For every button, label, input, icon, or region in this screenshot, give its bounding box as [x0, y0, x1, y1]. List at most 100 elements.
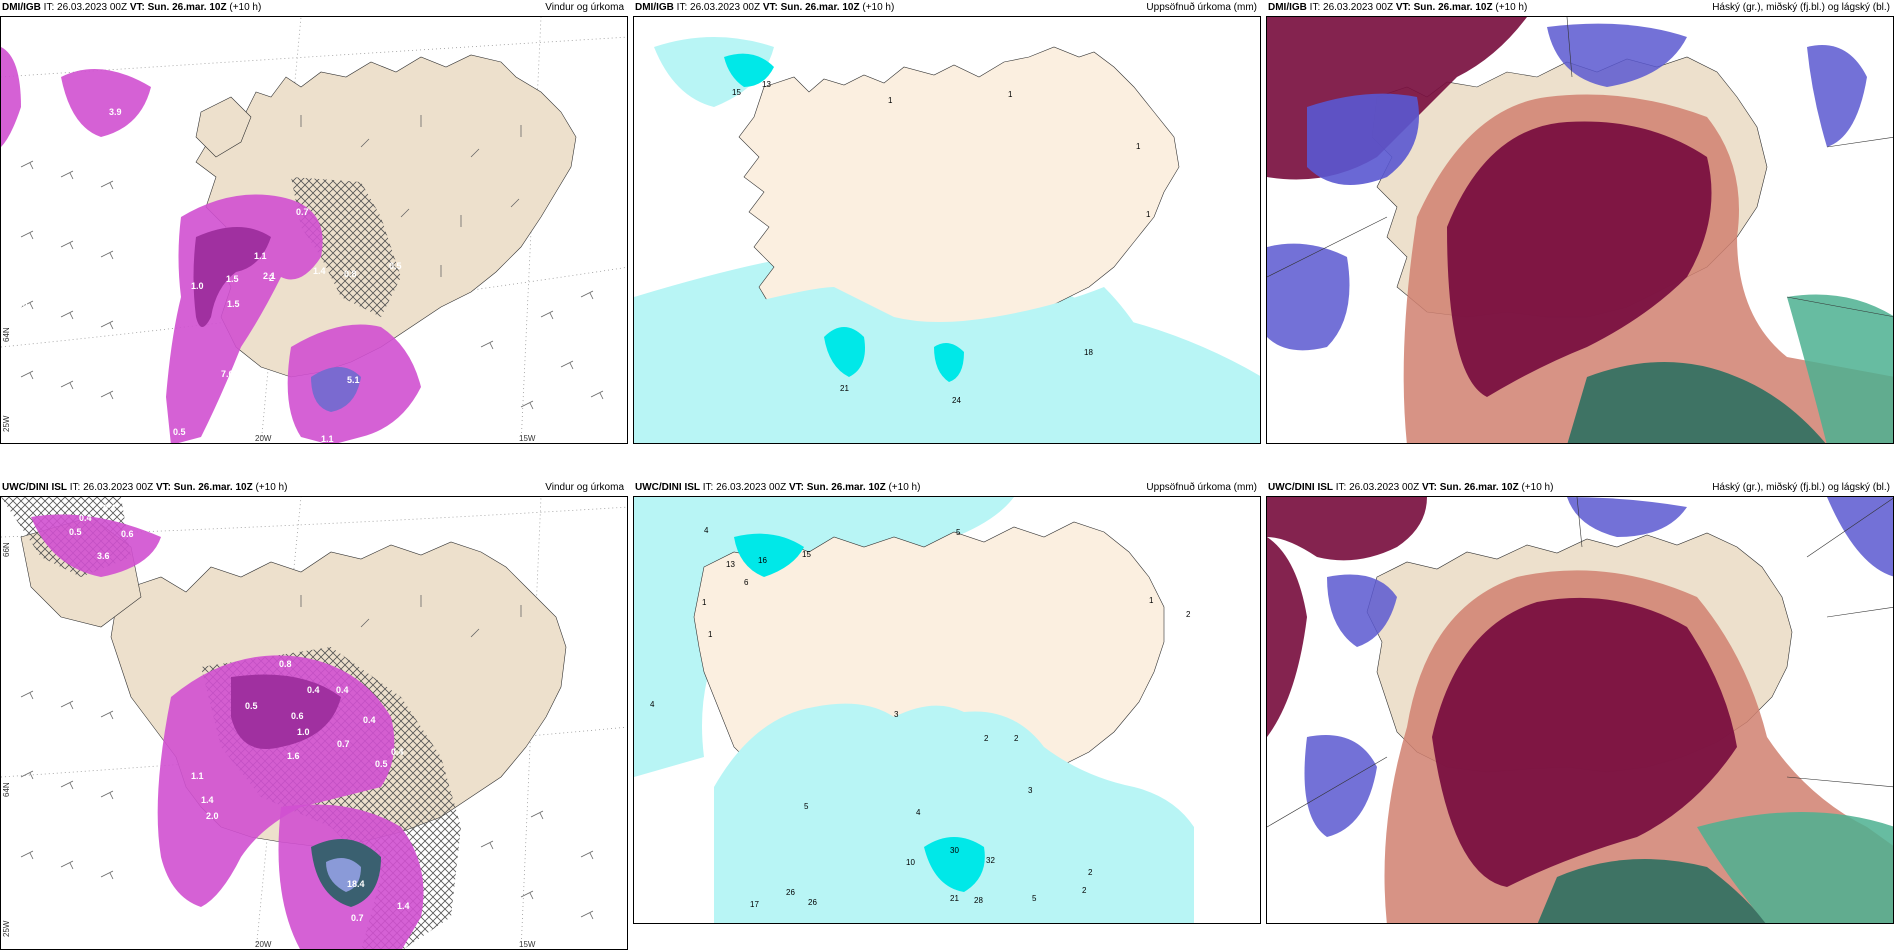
accum-label: 4: [704, 526, 709, 535]
accum-label: 24: [952, 396, 961, 405]
precip-label: 0.5: [173, 427, 186, 437]
precip-label: 0.4: [336, 685, 349, 695]
snow-hatch: [291, 177, 401, 317]
precip-label: 1.0: [191, 281, 204, 291]
precip-label: 5.1: [347, 375, 360, 385]
panel-bottom-accum: UWC/DINI ISL IT: 26.03.2023 00Z VT: Sun.…: [633, 480, 1261, 950]
precip-label: 1.5: [227, 299, 240, 309]
valid-label: VT:: [155, 482, 171, 493]
accum-label: 21: [840, 384, 849, 393]
bottom-wind-value-labels: 0.4 0.6 0.5 3.6 0.4 0.8 0.4 0.4 0.5 0.6 …: [69, 503, 410, 923]
accum-label: 1: [1149, 596, 1154, 605]
accum-label: 26: [808, 898, 817, 907]
low-cloud-sw-blue: [1304, 735, 1377, 837]
lat-label-64n: 64N: [2, 782, 11, 797]
accum-label: 1: [888, 96, 893, 105]
accum-label: 21: [950, 894, 959, 903]
precip-core-nw: [734, 533, 804, 577]
precip-label: 0.7: [351, 913, 364, 923]
low-cloud-nw: [1267, 497, 1427, 561]
precip-label: 1.3: [407, 427, 420, 437]
precip-label: 0.4: [79, 513, 92, 523]
valid-label: VT:: [1395, 2, 1411, 13]
model-name: UWC/DINI ISL: [2, 482, 67, 493]
precip-label: 0.5: [245, 701, 258, 711]
accum-label: 30: [950, 846, 959, 855]
iceland-land: [738, 46, 1180, 333]
panel-bottom-cloud: UWC/DINI ISL IT: 26.03.2023 00Z VT: Sun.…: [1266, 480, 1894, 950]
precip-core: [193, 227, 271, 327]
model-name: DMI/IGB: [635, 2, 674, 13]
precip-label: 0.5: [375, 759, 388, 769]
precip-nw: [31, 514, 161, 577]
precip-label: 0.5: [69, 527, 82, 537]
precip-core-south-inner: [326, 858, 361, 892]
valid-label: VT:: [762, 2, 778, 13]
precip-label: 1.4: [201, 795, 214, 805]
init-time: IT: 26.03.2023 00Z: [1335, 482, 1420, 493]
precip-core-nw: [724, 53, 774, 87]
lead-time: (+10 h): [1495, 2, 1528, 13]
precip-core: [231, 674, 341, 749]
lead-time: (+10 h): [255, 482, 288, 493]
lon-label-15w: 15W: [519, 940, 536, 949]
precip-core-south: [924, 837, 985, 892]
panel-title: Uppsöfnuð úrkoma (mm): [1146, 2, 1257, 13]
westfjords: [195, 96, 252, 158]
top-accum-value-labels: 15 13 1 1 1 1 18 21 24: [732, 80, 1151, 405]
precip-label: 2.6: [177, 107, 190, 117]
accum-label: 3: [1028, 786, 1033, 795]
accum-label: 2: [1082, 886, 1087, 895]
accum-label: 2: [1088, 868, 1093, 877]
init-time: IT: 26.03.2023 00Z: [676, 2, 761, 13]
valid-time: Sun. 26.mar. 10Z: [780, 2, 860, 13]
accum-label: 28: [974, 896, 983, 905]
precip-label: 0.6: [121, 529, 134, 539]
precip-label: 0.4: [103, 503, 116, 513]
precip-label: 0.4: [363, 715, 376, 725]
panel-header: UWC/DINI ISL IT: 26.03.2023 00Z VT: Sun.…: [633, 480, 1261, 496]
init-time: IT: 26.03.2023 00Z: [69, 482, 154, 493]
low-cloud-e-blue: [1807, 45, 1867, 147]
low-cloud-nw-blue: [1327, 574, 1397, 647]
accum-label: 5: [804, 802, 809, 811]
precip-label: 3.9: [109, 107, 122, 117]
high-cloud-core: [1432, 597, 1737, 887]
precip-label: 7.6: [221, 369, 234, 379]
low-cloud-green: [1567, 362, 1826, 443]
precip-label: 2.0: [206, 811, 219, 821]
low-cloud-blue: [1307, 93, 1419, 185]
accum-label: 15: [732, 88, 741, 97]
accum-label: 2: [984, 734, 989, 743]
lon-label-20w: 20W: [255, 940, 272, 949]
precip-label: 18.4: [347, 879, 365, 889]
mid-cloud-blue: [1547, 23, 1687, 88]
top-wind-value-labels: 3.9 2.6 0.7 1.1 2.1 1.0 1.5 2 1.4 1.5 0.…: [15, 107, 462, 443]
lon-label-25w: 25W: [2, 920, 11, 937]
lat-label-66n: 66N: [2, 542, 11, 557]
accum-label: 4: [916, 808, 921, 817]
valid-label: VT:: [129, 2, 145, 13]
panel-header: UWC/DINI ISL IT: 26.03.2023 00Z VT: Sun.…: [1266, 480, 1894, 496]
lead-time: (+10 h): [862, 2, 895, 13]
valid-time: Sun. 26.mar. 10Z: [173, 482, 253, 493]
precip-label: 0.4: [307, 685, 320, 695]
precip-label: 0.7: [296, 207, 309, 217]
precip-label: 0.7: [337, 739, 350, 749]
accum-label: 2: [1186, 610, 1191, 619]
model-name: DMI/IGB: [2, 2, 41, 13]
accum-precip-map: 4 5 13 16 15 6 1 1 1 2 3 4 2 2 3 5 4 10 …: [633, 496, 1261, 924]
precip-label: 1.5: [226, 274, 239, 284]
accum-label: 26: [786, 888, 795, 897]
lat-label-64n: 64N: [2, 327, 11, 342]
accum-label: 5: [1032, 894, 1037, 903]
precip-label: 3.6: [97, 551, 110, 561]
precip-label: 0.8: [279, 659, 292, 669]
accum-label: 17: [750, 900, 759, 909]
precip-nw2: [1, 47, 21, 147]
accum-label: 4: [650, 700, 655, 709]
valid-time: Sun. 26.mar. 10Z: [806, 482, 886, 493]
panel-header: DMI/IGB IT: 26.03.2023 00Z VT: Sun. 26.m…: [0, 0, 628, 16]
init-time: IT: 26.03.2023 00Z: [1309, 2, 1394, 13]
precip-label: 1.2: [449, 347, 462, 357]
